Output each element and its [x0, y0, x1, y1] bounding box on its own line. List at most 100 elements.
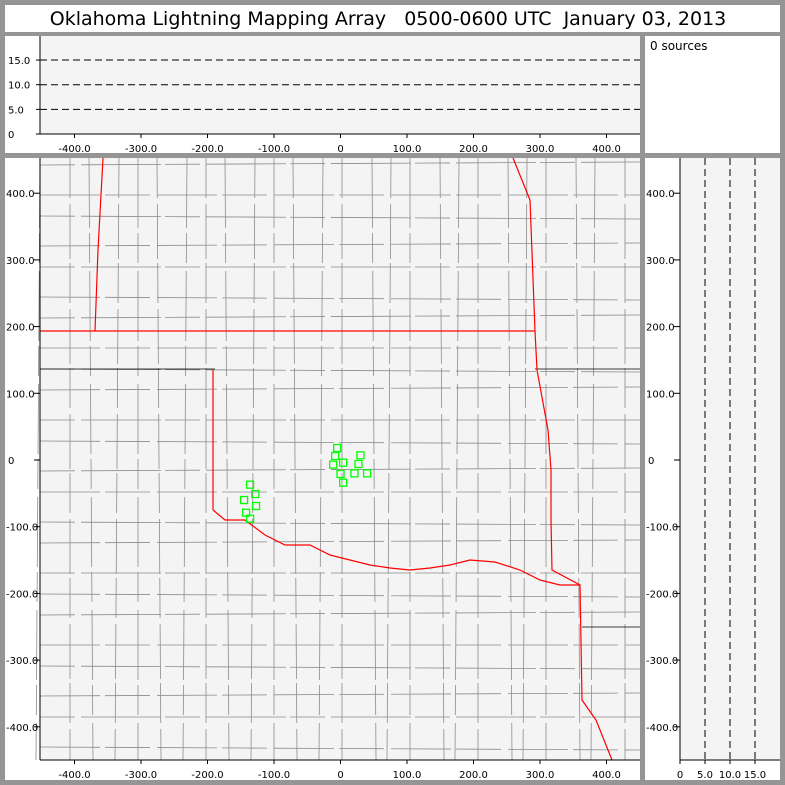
- map-y-tick-label: 0: [8, 456, 14, 467]
- county-line: [292, 157, 298, 761]
- county-line: [439, 157, 445, 761]
- map-y-tick-label: -100.0: [6, 523, 38, 534]
- top-x-tick-label: 200.0: [459, 144, 488, 155]
- map-x-tick-label: 0: [337, 770, 343, 781]
- county-line: [39, 296, 641, 301]
- county-line: [39, 593, 641, 598]
- side-y-tick-label: -400.0: [646, 723, 678, 734]
- county-line: [39, 161, 641, 166]
- county-line: [250, 157, 256, 761]
- side-y-tick-label: -200.0: [646, 589, 678, 600]
- station-marker: [245, 514, 255, 523]
- map-y-tick-label: 100.0: [6, 389, 35, 400]
- sources-count: 0 sources: [650, 39, 708, 53]
- side-x-tick-label: 10.0: [719, 770, 741, 781]
- top-x-tick-label: -400.0: [58, 144, 90, 155]
- state-border-red: [212, 509, 580, 586]
- sources-box: [645, 36, 780, 153]
- map-y-tick-label: -200.0: [6, 589, 38, 600]
- county-line: [39, 746, 641, 751]
- map-x-tick-label: -200.0: [191, 770, 223, 781]
- title-box: [5, 5, 780, 32]
- top-y-tick-label: 10.0: [8, 81, 30, 92]
- top-x-tick-label: 300.0: [526, 144, 555, 155]
- station-marker: [339, 478, 348, 487]
- map-y-tick-label: 400.0: [6, 189, 35, 200]
- map-x-tick-label: 100.0: [393, 770, 422, 781]
- station-marker: [356, 451, 365, 460]
- station-marker: [239, 495, 249, 505]
- side-y-tick-label: 100.0: [646, 389, 675, 400]
- station-marker: [245, 480, 255, 489]
- county-line: [39, 440, 641, 445]
- map-y-tick-label: 300.0: [6, 256, 35, 267]
- county-line: [507, 157, 513, 761]
- station-marker: [336, 469, 345, 479]
- county-line: [590, 157, 596, 761]
- side-x-tick-label: 0: [677, 770, 683, 781]
- county-line: [39, 539, 641, 544]
- map-x-tick-label: -300.0: [125, 770, 157, 781]
- county-line: [386, 157, 392, 761]
- station-marker: [331, 451, 340, 461]
- top-y-tick-label: 0: [8, 130, 14, 141]
- side-y-tick-label: 400.0: [646, 189, 675, 200]
- county-line: [454, 157, 460, 761]
- top-x-tick-label: 400.0: [592, 144, 621, 155]
- map-x-tick-label: -100.0: [258, 770, 290, 781]
- side-y-tick-label: 200.0: [646, 323, 675, 334]
- chart-marks: -400.0 -300.0 -200.0 -100.0 0 100.0 200.0 300.0…: [6, 36, 780, 781]
- top-y-tick-label: 5.0: [8, 105, 24, 116]
- map-y-tick-label: -400.0: [6, 723, 38, 734]
- top-x-tick-label: 100.0: [393, 144, 422, 155]
- county-line: [182, 157, 188, 761]
- county-line: [39, 665, 641, 670]
- top-x-tick-label: -100.0: [258, 144, 290, 155]
- station-marker: [333, 443, 342, 453]
- county-line: [39, 521, 641, 526]
- top-x-tick-label: 0: [337, 144, 343, 155]
- county-line: [575, 157, 581, 761]
- side-y-tick-label: 0: [648, 456, 654, 467]
- map-x-tick-label: -400.0: [58, 770, 90, 781]
- map-x-tick-label: 300.0: [526, 770, 555, 781]
- top-y-tick-label: 15.0: [8, 56, 30, 67]
- map-x-tick-label: 200.0: [459, 770, 488, 781]
- map-y-tick-label: 200.0: [6, 323, 35, 334]
- state-border-red: [94, 157, 104, 332]
- station-marker: [354, 459, 363, 469]
- station-marker: [251, 489, 260, 499]
- top-x-tick-label: -300.0: [125, 144, 157, 155]
- side-x-tick-label: 15.0: [744, 770, 766, 781]
- side-y-tick-label: -100.0: [646, 523, 678, 534]
- map-borders: [35, 157, 641, 761]
- state-border-red: [512, 157, 613, 761]
- county-line: [39, 611, 641, 616]
- county-line: [39, 242, 641, 247]
- side-y-tick-label: 300.0: [646, 256, 675, 267]
- top-x-tick-label: -200.0: [191, 144, 223, 155]
- county-line: [224, 157, 230, 761]
- county-line: [318, 157, 324, 761]
- county-line: [39, 314, 641, 319]
- county-line: [39, 215, 641, 220]
- map-x-tick-label: 400.0: [592, 770, 621, 781]
- county-line: [114, 157, 120, 761]
- county-line: [371, 157, 377, 761]
- county-line: [39, 368, 641, 373]
- station-marker: [251, 501, 261, 511]
- county-line: [39, 467, 641, 472]
- side-y-tick-label: -300.0: [646, 656, 678, 667]
- figure-title: Oklahoma Lightning Mapping Array 0500-06…: [50, 8, 727, 30]
- station-marker: [339, 458, 348, 467]
- map-y-tick-label: -300.0: [6, 656, 38, 667]
- county-line: [88, 157, 94, 761]
- station-marker: [362, 469, 372, 478]
- station-marker: [329, 460, 338, 469]
- county-line: [522, 157, 528, 761]
- county-line: [39, 692, 641, 697]
- side-x-tick-label: 5.0: [697, 770, 713, 781]
- station-marker: [350, 469, 359, 478]
- county-line: [156, 157, 162, 761]
